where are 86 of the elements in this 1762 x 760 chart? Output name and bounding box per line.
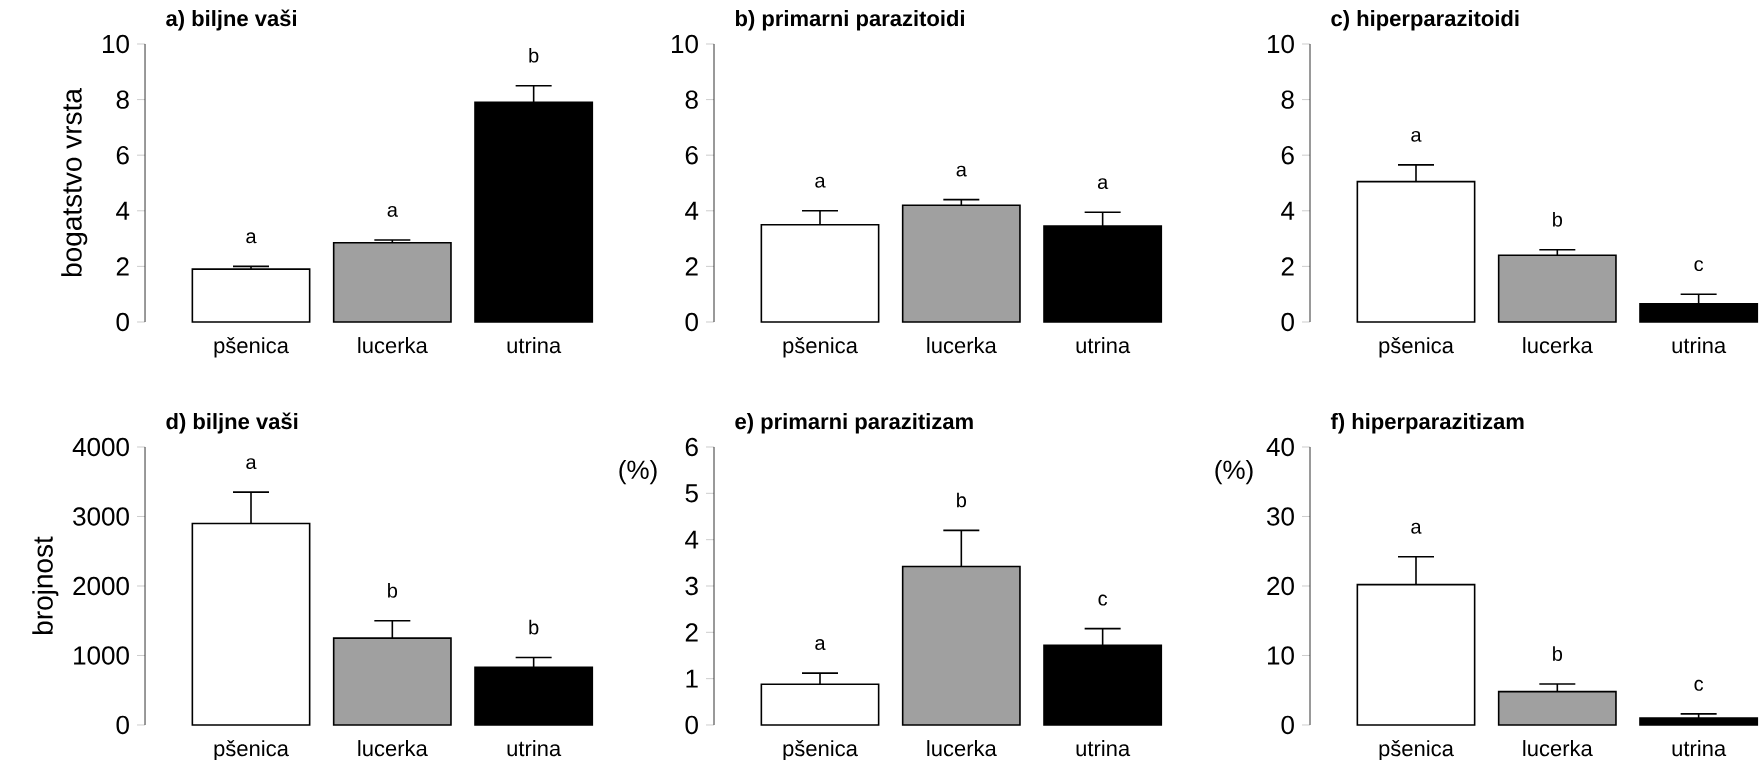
annotation: a [387, 205, 398, 217]
y-tick-label: 0 [685, 715, 698, 735]
x-tick-label: utrina [1672, 337, 1727, 354]
y-tick-label: 6 [685, 145, 698, 165]
x-tick-label: pšenica [783, 337, 858, 358]
y-tick-label: 0 [1281, 312, 1294, 332]
y-tick-label: 8 [685, 90, 698, 109]
y-tick-label: 0 [685, 312, 698, 332]
bar [901, 204, 1021, 323]
y-axis-title: brojnost [32, 536, 59, 634]
y-tick-label: 4 [685, 530, 699, 549]
y-tick-label: 4 [1281, 201, 1295, 220]
y-tick-label: 0 [116, 312, 129, 332]
annotation: a [246, 232, 257, 244]
x-tick-label: utrina [507, 337, 562, 354]
chart-title: e) primarni parazitizam [735, 413, 973, 434]
y-tick-label: 4000 [72, 437, 129, 457]
annotation: b [1553, 646, 1563, 661]
y-tick-label: 2 [685, 623, 698, 642]
y-tick-label: 10 [103, 34, 129, 54]
x-tick-label: lucerka [358, 740, 428, 757]
annotation: c [1694, 260, 1704, 272]
chart-title: c) hiperparazitoidi [1331, 10, 1519, 31]
x-tick-label: lucerka [1523, 740, 1593, 757]
y-tick-label: 2 [116, 257, 129, 276]
chart-title: d) biljne vaši [166, 412, 298, 434]
y-tick-label: 30 [1267, 507, 1294, 526]
y-tick-label: 10 [1267, 646, 1294, 665]
annotation: a [1411, 522, 1422, 534]
y-tick-label: 6 [116, 145, 129, 165]
y-tick-label: 40 [1266, 437, 1294, 457]
y-tick-label: 5 [685, 484, 698, 503]
y-tick-label: 2 [685, 257, 698, 276]
chart-title: f) hiperparazitizam [1330, 413, 1524, 434]
x-tick-label: pšenica [214, 740, 289, 760]
y-tick-label: 3 [685, 576, 698, 596]
chart-title: a) biljne vaši [166, 9, 296, 31]
y-tick-label: 3000 [73, 507, 129, 526]
bar [1639, 717, 1759, 726]
x-tick-label: pšenica [1379, 740, 1454, 760]
y-tick-label: 8 [1281, 90, 1294, 109]
y-tick-label: 4 [116, 201, 130, 220]
y-axis-title: bogatstvo vrsta [61, 88, 88, 277]
x-tick-label: pšenica [1379, 337, 1454, 358]
y-tick-label: 2000 [73, 576, 129, 596]
annotation: b [529, 47, 539, 63]
annotation: b [388, 582, 398, 598]
annotation: b [1553, 211, 1563, 227]
annotation: a [1097, 178, 1109, 190]
y-tick-label: 10 [1268, 34, 1294, 54]
y-tick-label: 0 [116, 715, 129, 735]
x-tick-label: utrina [1672, 740, 1727, 757]
bar [332, 241, 452, 323]
annotation: a [956, 165, 967, 177]
y-axis-title: (%) [619, 459, 657, 485]
x-tick-label: pšenica [783, 740, 858, 760]
x-tick-label: lucerka [358, 337, 428, 354]
bar [1497, 254, 1617, 323]
x-tick-label: pšenica [214, 337, 289, 358]
annotation: a [815, 639, 826, 651]
y-tick-label: 1000 [74, 646, 129, 665]
x-tick-label: utrina [1076, 740, 1131, 757]
x-tick-label: lucerka [927, 740, 997, 757]
bar [191, 268, 311, 323]
x-tick-label: lucerka [1523, 337, 1593, 354]
x-tick-label: utrina [1076, 337, 1131, 354]
x-tick-label: utrina [507, 740, 562, 757]
y-tick-label: 0 [1281, 715, 1294, 735]
y-tick-label: 4 [685, 201, 699, 220]
annotation: a [815, 176, 826, 188]
annotation: c [1694, 679, 1704, 691]
y-tick-label: 1 [686, 669, 698, 688]
y-tick-label: 8 [116, 90, 129, 109]
annotation: a [246, 458, 257, 470]
annotation: c [1098, 594, 1108, 606]
annotation: b [957, 492, 967, 508]
y-axis-title: (%) [1215, 459, 1253, 485]
y-tick-label: 20 [1267, 576, 1294, 596]
annotation: a [1411, 130, 1422, 142]
y-tick-label: 10 [672, 34, 698, 54]
annotation: b [529, 619, 539, 635]
y-tick-label: 6 [1281, 145, 1294, 165]
chart-title: b) primarni parazitoidi [735, 10, 964, 31]
y-tick-label: 2 [1281, 257, 1294, 276]
y-tick-label: 6 [685, 437, 698, 457]
x-tick-label: lucerka [927, 337, 997, 354]
